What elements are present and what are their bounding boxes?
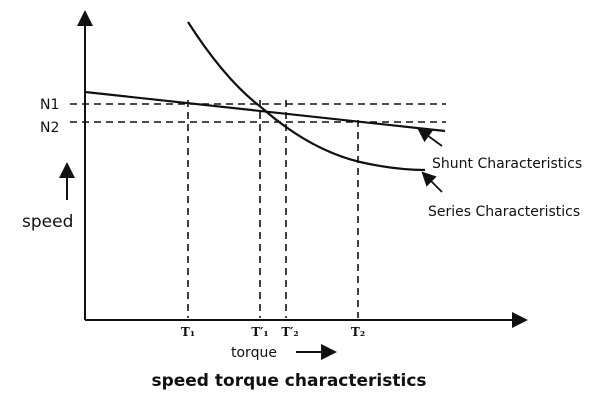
shunt-pointer <box>417 127 443 147</box>
series-curve <box>187 21 426 172</box>
y-axis-label: speed <box>22 212 73 232</box>
x-axis-label: torque <box>231 345 277 361</box>
shunt-label: Shunt Characteristics <box>432 156 582 172</box>
caption: speed torque characteristics <box>151 371 426 391</box>
torque-label: T₁ <box>181 325 195 339</box>
speed-level-label: N2 <box>40 120 59 136</box>
speed-level-label: N1 <box>40 97 59 113</box>
torque-label: T₂ <box>351 325 365 339</box>
torque-label: T′₂ <box>281 325 298 339</box>
series-label: Series Characteristics <box>428 204 580 220</box>
torque-label: T′₁ <box>251 325 268 339</box>
series-pointer <box>421 171 443 193</box>
